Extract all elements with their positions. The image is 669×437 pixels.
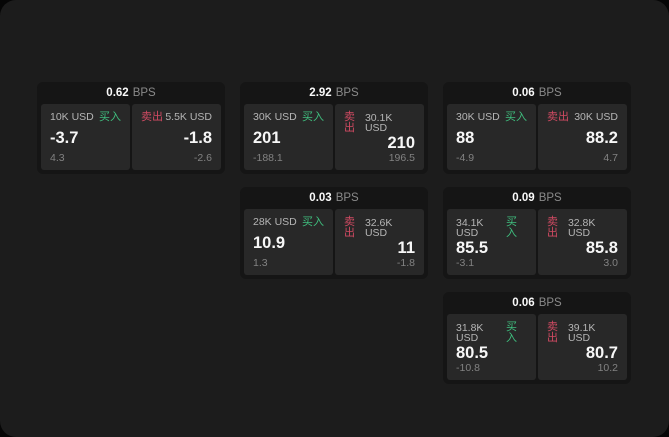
- buy-size: 30K USD: [253, 111, 297, 124]
- buy-size: 28K USD: [253, 216, 297, 229]
- buy-size: 34.1K USD: [456, 216, 484, 239]
- sell-delta: 10.2: [597, 361, 618, 374]
- sell-side-label: 卖出: [547, 321, 558, 344]
- quote-card: 0.06 BPS 30K USD 买入 88 -4.9 卖出 30K USD: [443, 82, 631, 174]
- bps-header: 2.92 BPS: [244, 82, 424, 104]
- sell-price: 80.7: [585, 344, 618, 362]
- sell-size: 30.1K USD: [364, 111, 393, 134]
- buy-price: 201: [253, 128, 281, 147]
- bps-value: 0.06: [512, 87, 535, 99]
- buy-delta: -3.1: [456, 256, 475, 269]
- buy-quote-panel[interactable]: 30K USD 买入 201 -188.1: [244, 104, 333, 170]
- quote-card: 0.62 BPS 10K USD 买入 -3.7 4.3 卖出 5.5K USD: [37, 82, 225, 174]
- bps-header: 0.06 BPS: [447, 82, 627, 104]
- sell-side-label: 卖出: [141, 111, 163, 123]
- buy-delta: -188.1: [253, 151, 283, 164]
- sell-delta: 196.5: [388, 151, 415, 164]
- sell-size: 5.5K USD: [165, 111, 212, 124]
- quote-panels: 10K USD 买入 -3.7 4.3 卖出 5.5K USD -1.8 -2.…: [41, 104, 221, 170]
- bps-value: 2.92: [309, 87, 332, 99]
- buy-price: -3.7: [50, 128, 79, 147]
- sell-delta: -1.8: [396, 256, 415, 269]
- buy-side-label: 买入: [302, 111, 324, 123]
- buy-side-label: 买入: [506, 321, 518, 344]
- sell-quote-panel[interactable]: 卖出 39.1K USD 80.7 10.2: [538, 314, 627, 380]
- quote-card: 0.06 BPS 31.8K USD 买入 80.5 -10.8 卖出 39.1…: [443, 292, 631, 384]
- bps-header: 0.03 BPS: [244, 187, 424, 209]
- sell-side-label: 卖出: [547, 216, 558, 239]
- buy-side-label: 买入: [506, 216, 518, 239]
- sell-delta: -2.6: [193, 151, 212, 164]
- bps-header: 0.06 BPS: [447, 292, 627, 314]
- bps-unit-label: BPS: [132, 87, 156, 99]
- buy-delta: -10.8: [456, 361, 480, 374]
- sell-quote-panel[interactable]: 卖出 30K USD 88.2 4.7: [538, 104, 627, 170]
- sell-quote-panel[interactable]: 卖出 32.6K USD 11 -1.8: [335, 209, 424, 275]
- buy-side-label: 买入: [99, 111, 121, 123]
- buy-delta: -4.9: [456, 151, 475, 164]
- buy-quote-panel[interactable]: 30K USD 买入 88 -4.9: [447, 104, 536, 170]
- sell-side-label: 卖出: [344, 111, 355, 134]
- bps-header: 0.62 BPS: [41, 82, 221, 104]
- bps-value: 0.06: [512, 297, 535, 309]
- bps-unit-label: BPS: [538, 297, 562, 309]
- quote-panels: 30K USD 买入 88 -4.9 卖出 30K USD 88.2 4.7: [447, 104, 627, 170]
- buy-size: 10K USD: [50, 111, 94, 124]
- sell-side-label: 卖出: [547, 111, 569, 123]
- quote-card: 0.09 BPS 34.1K USD 买入 85.5 -3.1 卖出 32.8K…: [443, 187, 631, 279]
- buy-quote-panel[interactable]: 28K USD 买入 10.9 1.3: [244, 209, 333, 275]
- sell-size: 30K USD: [574, 111, 618, 124]
- buy-delta: 1.3: [253, 256, 268, 269]
- quote-panels: 34.1K USD 买入 85.5 -3.1 卖出 32.8K USD 85.8…: [447, 209, 627, 275]
- bps-unit-label: BPS: [335, 192, 359, 204]
- buy-size: 30K USD: [456, 111, 500, 124]
- sell-size: 32.6K USD: [364, 216, 393, 239]
- bps-unit-label: BPS: [538, 192, 562, 204]
- buy-price: 10.9: [253, 233, 286, 252]
- quote-card: 2.92 BPS 30K USD 买入 201 -188.1 卖出 30.1K …: [240, 82, 428, 174]
- bps-value: 0.62: [106, 87, 129, 99]
- buy-quote-panel[interactable]: 10K USD 买入 -3.7 4.3: [41, 104, 130, 170]
- sell-delta: 4.7: [603, 151, 618, 164]
- sell-price: 85.8: [585, 239, 618, 257]
- bps-unit-label: BPS: [538, 87, 562, 99]
- sell-price: 88.2: [585, 128, 618, 147]
- sell-quote-panel[interactable]: 卖出 5.5K USD -1.8 -2.6: [132, 104, 221, 170]
- quote-panels: 30K USD 买入 201 -188.1 卖出 30.1K USD 210 1…: [244, 104, 424, 170]
- sell-delta: 3.0: [603, 256, 618, 269]
- buy-side-label: 买入: [505, 111, 527, 123]
- buy-price: 88: [456, 128, 475, 147]
- bps-value: 0.03: [309, 192, 332, 204]
- sell-price: 11: [397, 239, 415, 257]
- buy-size: 31.8K USD: [456, 321, 484, 344]
- buy-delta: 4.3: [50, 151, 65, 164]
- buy-quote-panel[interactable]: 34.1K USD 买入 85.5 -3.1: [447, 209, 536, 275]
- bps-value: 0.09: [512, 192, 535, 204]
- sell-size: 32.8K USD: [567, 216, 596, 239]
- sell-side-label: 卖出: [344, 216, 355, 239]
- bps-unit-label: BPS: [335, 87, 359, 99]
- buy-price: 85.5: [456, 239, 489, 257]
- buy-price: 80.5: [456, 344, 489, 362]
- sell-size: 39.1K USD: [567, 321, 596, 344]
- sell-price: 210: [387, 134, 415, 152]
- sell-quote-panel[interactable]: 卖出 32.8K USD 85.8 3.0: [538, 209, 627, 275]
- quote-cards-grid: 0.62 BPS 10K USD 买入 -3.7 4.3 卖出 5.5K USD: [37, 82, 631, 384]
- quote-panels: 31.8K USD 买入 80.5 -10.8 卖出 39.1K USD 80.…: [447, 314, 627, 380]
- sell-quote-panel[interactable]: 卖出 30.1K USD 210 196.5: [335, 104, 424, 170]
- sell-price: -1.8: [183, 128, 212, 147]
- buy-side-label: 买入: [302, 216, 324, 228]
- bps-header: 0.09 BPS: [447, 187, 627, 209]
- quote-card: 0.03 BPS 28K USD 买入 10.9 1.3 卖出 32.6K US…: [240, 187, 428, 279]
- buy-quote-panel[interactable]: 31.8K USD 买入 80.5 -10.8: [447, 314, 536, 380]
- quote-panels: 28K USD 买入 10.9 1.3 卖出 32.6K USD 11 -1.8: [244, 209, 424, 275]
